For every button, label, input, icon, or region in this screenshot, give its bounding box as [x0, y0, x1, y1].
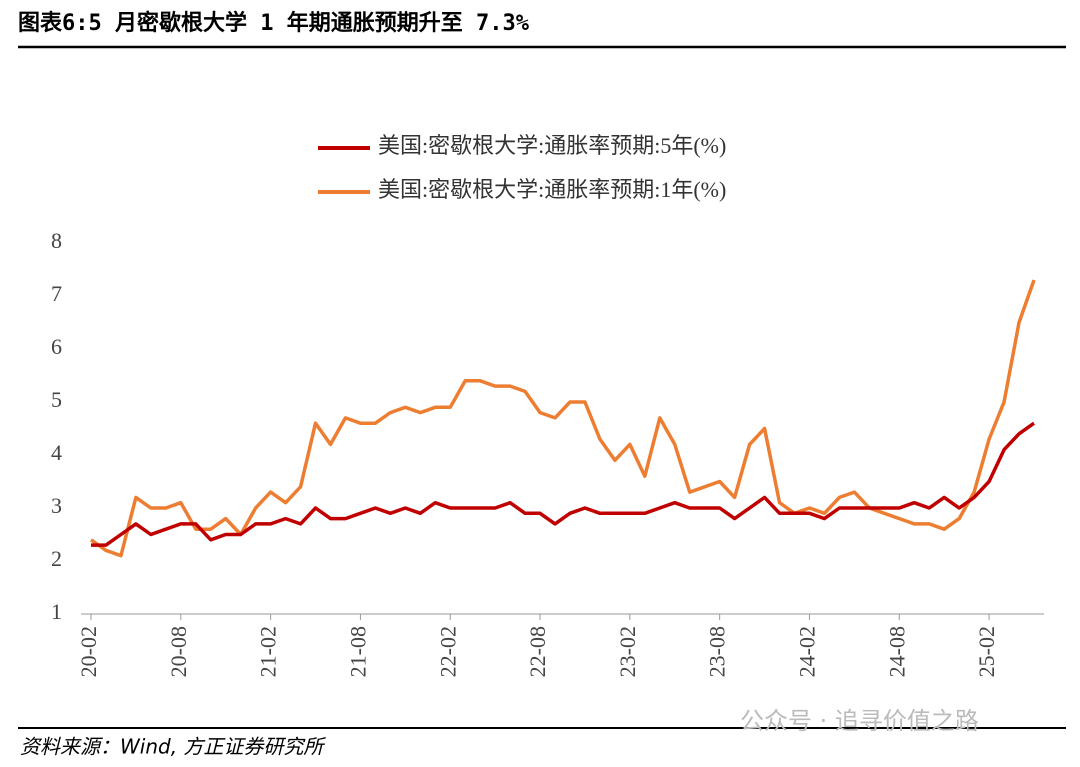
x-tick-label: 25-02: [974, 626, 999, 677]
x-tick-label: 22-02: [435, 626, 460, 677]
x-tick-label: 21-02: [256, 626, 281, 677]
x-tick-label: 23-02: [615, 626, 640, 677]
y-tick-label: 1: [51, 599, 62, 624]
x-tick-label: 24-08: [884, 626, 909, 677]
y-tick-label: 8: [51, 228, 62, 253]
y-tick-label: 4: [51, 440, 62, 465]
line-series: [91, 421, 1036, 547]
y-tick-label: 2: [51, 546, 62, 571]
source: 资料来源：Wind, 方正证券研究所: [20, 735, 326, 759]
legend-label: 美国:密歇根大学:通胀率预期:1年(%): [378, 177, 726, 202]
watermark: 公众号 · 追寻价值之路: [740, 707, 979, 735]
x-tick-label: 24-02: [795, 626, 820, 677]
line-series: [89, 279, 1036, 558]
y-tick-label: 7: [51, 281, 62, 306]
y-tick-label: 6: [51, 334, 62, 359]
y-tick-label: 5: [51, 387, 62, 412]
x-tick-label: 20-02: [76, 626, 101, 677]
x-tick-label: 23-08: [705, 626, 730, 677]
chart-title: 图表6:5 月密歇根大学 1 年期通胀预期升至 7.3%: [18, 10, 530, 36]
x-tick-label: 20-08: [166, 626, 191, 677]
x-tick-label: 21-08: [345, 626, 370, 677]
x-tick-label: 22-08: [525, 626, 550, 677]
y-tick-label: 3: [51, 493, 62, 518]
legend-label: 美国:密歇根大学:通胀率预期:5年(%): [378, 133, 726, 158]
